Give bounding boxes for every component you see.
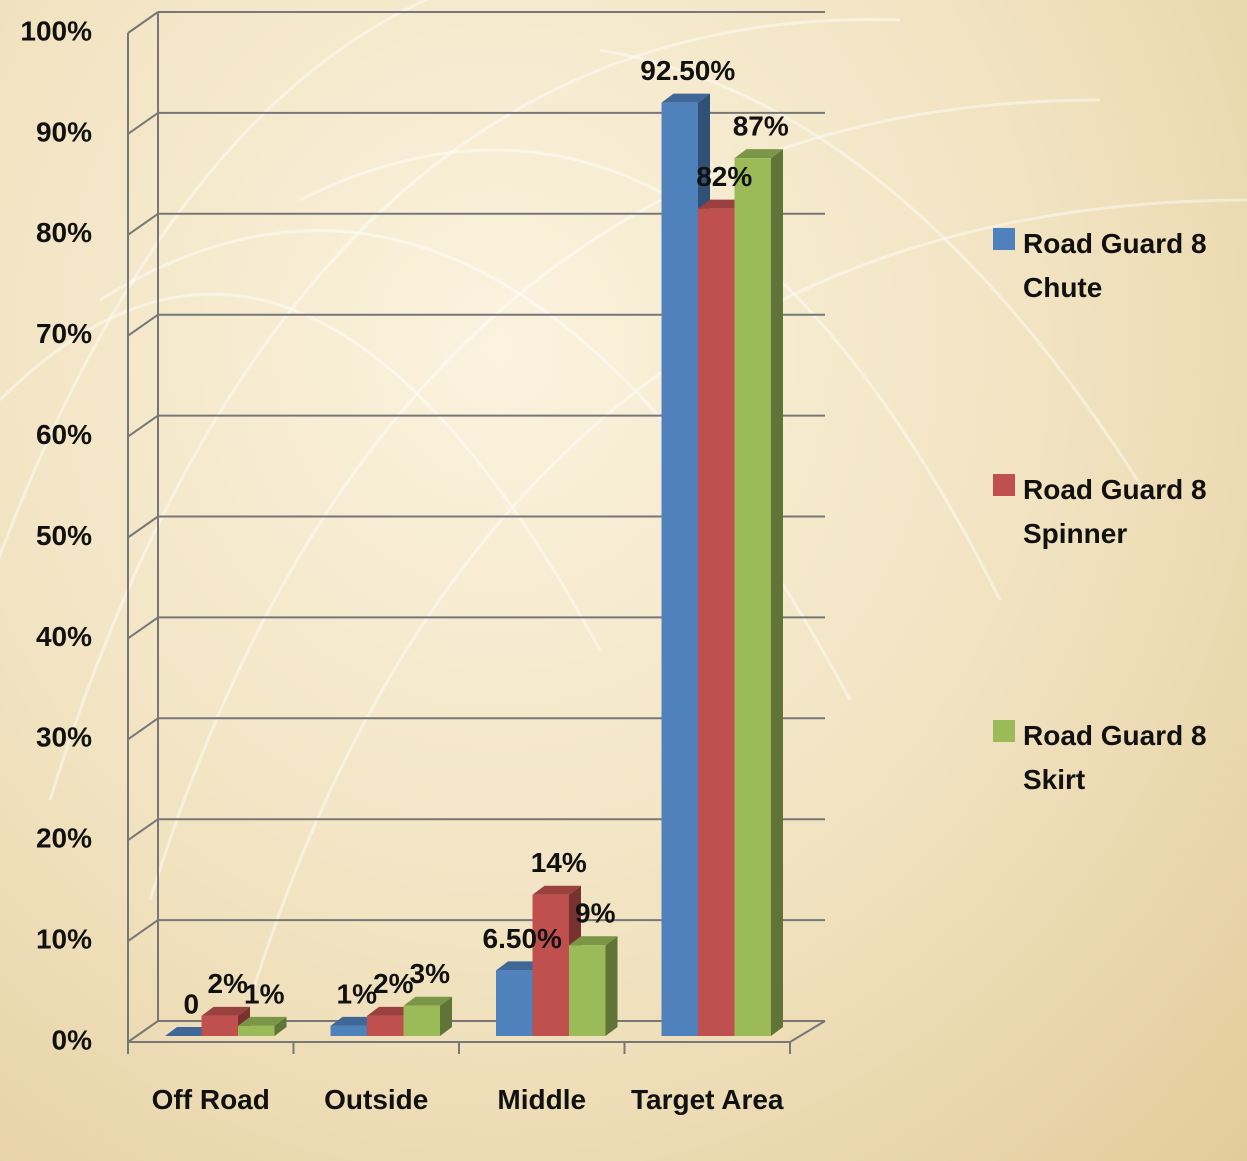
legend-swatch [993,228,1015,250]
legend-label: Road Guard 8 Spinner [1023,474,1207,549]
bar-face [165,1027,214,1036]
bar-face [569,945,606,1036]
bar-face [238,1016,287,1026]
y-tick [127,717,159,741]
value-label: 3% [410,958,451,989]
x-tick-label: Outside [324,1084,429,1115]
y-tick [127,414,159,438]
bar-face [367,1015,404,1036]
bar-face [605,936,618,1036]
y-tick-label: 60% [36,419,92,450]
x-tick-label: Middle [497,1084,587,1115]
y-tick-label: 70% [36,318,92,349]
bar-face [440,996,452,1036]
y-tick [127,112,159,135]
y-tick-label: 40% [36,621,92,652]
legend-label: Road Guard 8 Skirt [1023,720,1207,795]
floor-edge [789,1020,826,1043]
y-tick-label: 100% [20,15,92,46]
x-tick-label: Off Road [151,1084,270,1115]
bar-face [496,970,533,1036]
y-tick [127,313,159,337]
y-tick [127,616,159,640]
bar-face [569,936,618,946]
bar-face [698,199,747,209]
y-tick-label: 50% [36,520,92,551]
bar-face [330,1025,367,1036]
value-label: 2% [373,968,414,999]
bar-face [532,885,581,895]
bar-face [201,1015,238,1036]
value-label: 2% [208,968,249,999]
value-label: 87% [733,111,789,142]
bar [569,936,618,1036]
y-tick [127,515,159,539]
value-label: 82% [696,161,752,192]
x-tick-label: Target Area [631,1084,784,1115]
y-tick-label: 80% [36,217,92,248]
value-label: 6.50% [483,923,562,954]
bar [734,149,783,1037]
bar-face [496,961,545,971]
legend-swatch [993,720,1015,742]
legend-label: Road Guard 8 Chute [1023,228,1207,303]
y-tick-label: 90% [36,116,92,147]
value-label: 92.50% [640,55,735,86]
y-tick-label: 10% [36,923,92,954]
legend-swatch [993,474,1015,496]
value-label: 1% [244,978,285,1009]
bar [403,996,452,1036]
y-tick [127,11,159,34]
bar-face [771,149,783,1037]
bar-face [734,158,771,1037]
y-tick [127,1020,159,1043]
y-tick [127,212,159,236]
bar-face [367,1006,416,1016]
bar-face [201,1006,250,1016]
bar-face [403,996,452,1006]
y-tick-label: 0% [52,1024,93,1055]
bar [238,1016,287,1036]
y-tick [127,919,159,942]
bar-face [403,1005,440,1036]
bar-face [734,149,783,159]
bar-face [532,894,569,1036]
y-tick-label: 20% [36,823,92,854]
value-label: 0 [183,988,199,1019]
bar-face [698,208,735,1036]
bar-face [238,1025,275,1036]
bar-face [330,1016,379,1026]
y-tick [127,818,159,842]
value-label: 1% [337,978,378,1009]
bar-face [661,102,698,1037]
y-tick-label: 30% [36,722,92,753]
value-label: 14% [531,847,587,878]
bar [165,1027,214,1036]
value-label: 9% [575,898,616,929]
bar-face [661,93,710,103]
bar-face [274,1016,287,1036]
